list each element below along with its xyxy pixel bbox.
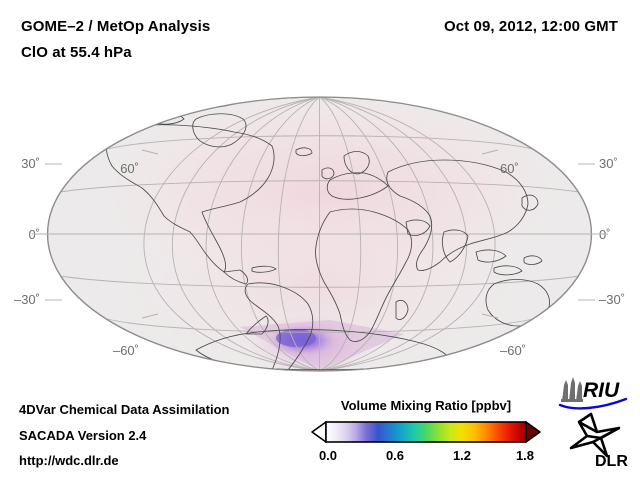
lat-label-60n-right: 60˚ — [500, 161, 519, 176]
colorbar-tick-0: 0.0 — [318, 448, 338, 463]
lat-label-30s-right: –30˚ — [599, 292, 625, 307]
riu-swoosh-icon — [558, 397, 628, 410]
riu-tower-icon — [561, 377, 583, 402]
world-map: 60˚ 60˚ 30˚ 30˚ 0˚ 0˚ –30˚ –30˚ –60˚ –60… — [0, 72, 640, 392]
riu-logo: RIU — [558, 377, 628, 410]
dlr-logo: DLR — [569, 412, 628, 470]
colorbar-gradient — [325, 421, 527, 443]
latitude-ticks — [32, 149, 608, 319]
footer-line-3[interactable]: http://wdc.dlr.de — [19, 453, 119, 468]
lat-label-30n-right: 30˚ — [599, 156, 618, 171]
riu-wordmark: RIU — [583, 379, 620, 402]
coastlines — [79, 98, 577, 371]
colorbar-tick-3: 1.8 — [515, 448, 535, 463]
species-subtitle: ClO at 55.4 hPa — [21, 44, 132, 61]
dlr-wordmark: DLR — [595, 453, 628, 470]
page-title: GOME–2 / MetOp Analysis — [21, 18, 211, 35]
lat-label-60s-right: –60˚ — [500, 343, 526, 358]
lat-label-30n-left: 30˚ — [21, 156, 40, 171]
colorbar-tick-2: 1.2 — [452, 448, 472, 463]
colorbar-over-arrow — [525, 421, 541, 443]
colorbar-tick-1: 0.6 — [385, 448, 405, 463]
colorbar: Volume Mixing Ratio [ppbv] — [310, 398, 542, 470]
footer-line-1: 4DVar Chemical Data Assimilation — [19, 402, 230, 417]
footer-line-2: SACADA Version 2.4 — [19, 428, 147, 443]
lat-label-60n-left: 60˚ — [120, 161, 139, 176]
graticule-meridians — [143, 97, 496, 371]
lat-label-30s-left: –30˚ — [14, 292, 40, 307]
colorbar-title: Volume Mixing Ratio [ppbv] — [340, 398, 512, 413]
colorbar-under-arrow — [311, 421, 327, 443]
datetime-label: Oct 09, 2012, 12:00 GMT — [443, 18, 618, 35]
lat-label-60s-left: –60˚ — [113, 343, 139, 358]
dlr-mark-icon — [569, 412, 621, 458]
